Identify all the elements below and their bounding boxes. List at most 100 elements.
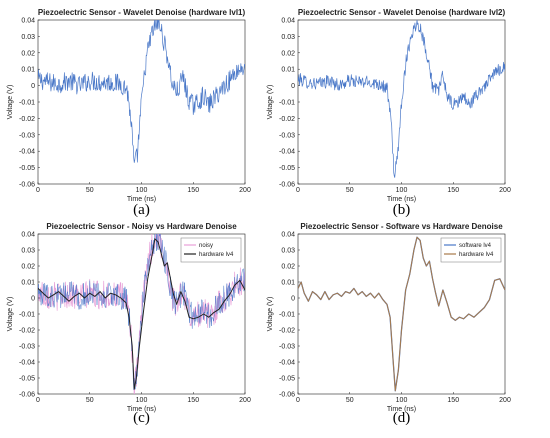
y-tick-label: -0.01 [19,312,35,319]
legend: software lv4 hardware lv4 [440,237,502,263]
y-tick-label: 0.02 [21,50,35,57]
chart-title: Piezoelectric Sensor - Wavelet Denoise (… [38,8,246,17]
y-tick-label: -0.03 [19,344,35,351]
legend-entry: hardware lv4 [199,252,234,258]
x-axis-label: Time (ns) [127,406,156,413]
x-tick-label: 100 [136,187,148,194]
x-tick-label: 200 [239,397,251,404]
y-tick-label: 0 [31,83,35,90]
x-tick-label: 0 [36,397,40,404]
y-tick-label: -0.06 [279,392,295,399]
y-tick-label: 0.02 [281,264,295,271]
y-tick-label: 0.04 [21,18,35,25]
y-tick-label: -0.05 [279,376,295,383]
y-tick-label: -0.05 [279,165,295,172]
y-tick-label: -0.06 [19,392,35,399]
y-tick-label: -0.04 [279,149,295,156]
x-tick-label: 200 [499,187,511,194]
x-tick-label: 50 [86,397,94,404]
y-tick-label: -0.04 [279,360,295,367]
y-tick-label: -0.02 [279,328,295,335]
y-tick-label: -0.02 [19,116,35,123]
plot-area [298,20,505,178]
y-axis-label: Voltage (V) [7,297,14,332]
y-tick-label: 0 [31,296,35,303]
y-tick-label: -0.03 [279,132,295,139]
y-tick-label: -0.03 [19,132,35,139]
legend: noisy hardware lv4 [180,237,242,263]
x-tick-label: 150 [187,187,199,194]
series-line-hardware-lv4 [38,238,245,390]
y-tick-label: 0.01 [21,67,35,74]
y-tick-label: 0 [291,83,295,90]
panel-label: (c) [133,410,150,426]
x-tick-label: 0 [296,187,300,194]
y-tick-label: -0.02 [19,328,35,335]
y-tick-label: -0.03 [279,344,295,351]
y-tick-label: 0.04 [281,18,295,25]
y-tick-label: 0.01 [281,280,295,287]
series-line-hardware-lv4 [298,236,505,392]
x-tick-label: 200 [499,397,511,404]
chart-title: Piezoelectric Sensor - Software vs Hardw… [300,222,503,231]
chart-title: Piezoelectric Sensor - Noisy vs Hardware… [46,222,237,231]
y-tick-label: -0.01 [19,100,35,107]
x-tick-label: 150 [447,187,459,194]
legend-entry: noisy [199,243,213,249]
y-axis-label: Voltage (V) [267,297,274,332]
series-line-signal [298,20,505,178]
chart-panel-d: 0 50 100 150 200 -0.06 -0.05 -0.04 -0.03 -0.02 -0.… [267,222,511,426]
plot-frame [37,19,246,185]
panel-label: (d) [393,410,411,426]
x-tick-label: 50 [346,397,354,404]
y-tick-label: 0.04 [21,232,35,239]
legend-entry: software lv4 [459,243,492,249]
y-tick-label: 0.03 [281,34,295,41]
legend-entry: hardware lv4 [459,252,494,258]
x-axis-label: Time (ns) [387,196,416,203]
plot-frame [297,19,506,185]
y-tick-label: -0.02 [279,116,295,123]
panel-label: (b) [393,202,411,218]
series-line-signal [38,20,245,163]
y-tick-label: 0.02 [21,264,35,271]
y-tick-label: -0.06 [19,182,35,189]
x-axis-label: Time (ns) [127,196,156,203]
plot-area [298,236,505,392]
x-tick-label: 0 [296,397,300,404]
x-tick-label: 0 [36,187,40,194]
y-axis-label: Voltage (V) [267,85,274,120]
y-tick-label: 0 [291,296,295,303]
y-tick-label: 0.04 [281,232,295,239]
y-tick-label: 0.03 [21,248,35,255]
chart-panel-c: 0 50 100 150 200 -0.06 -0.05 -0.04 -0.03 -0.02 -0.… [7,222,251,426]
x-tick-label: 50 [86,187,94,194]
panel-label: (a) [133,202,150,218]
x-tick-label: 50 [346,187,354,194]
y-tick-label: 0.03 [281,248,295,255]
x-axis-label: Time (ns) [387,406,416,413]
plot-area [38,20,245,163]
y-tick-label: -0.04 [19,149,35,156]
y-tick-label: -0.05 [19,165,35,172]
y-tick-label: -0.01 [279,100,295,107]
y-tick-label: 0.03 [21,34,35,41]
y-tick-label: -0.06 [279,182,295,189]
y-tick-label: -0.05 [19,376,35,383]
legend-box [180,237,242,263]
x-tick-label: 200 [239,187,251,194]
chart-panel-a: 0 50 100 150 200 -0.06 -0.05 -0.04 -0.03 -0.02 -0.… [7,8,251,218]
x-tick-label: 150 [187,397,199,404]
y-tick-label: 0.01 [281,67,295,74]
y-tick-label: 0.02 [281,50,295,57]
legend-box [440,237,502,263]
x-tick-label: 150 [447,397,459,404]
x-tick-label: 100 [136,397,148,404]
plot-area [38,234,245,394]
y-tick-label: -0.04 [19,360,35,367]
chart-panel-b: 0 50 100 150 200 -0.06 -0.05 -0.04 -0.03 -0.02 -0.… [267,8,511,218]
chart-title: Piezoelectric Sensor - Wavelet Denoise (… [298,8,506,17]
y-axis-label: Voltage (V) [7,85,14,120]
x-tick-label: 100 [396,187,408,194]
